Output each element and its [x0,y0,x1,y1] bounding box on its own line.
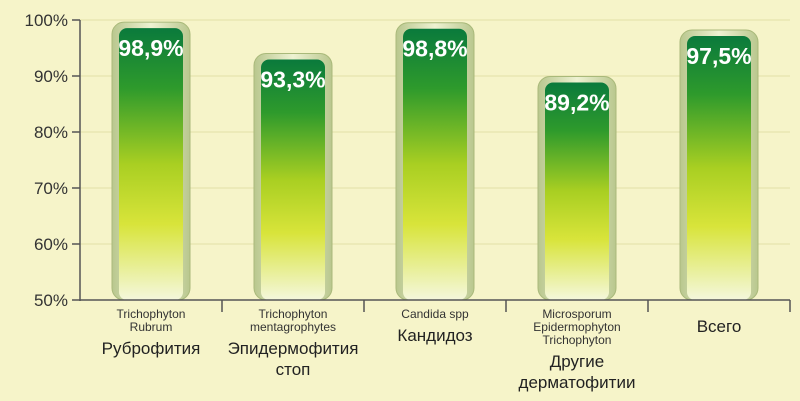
category-label: Всего [697,317,742,336]
bar [687,36,751,300]
axes [72,19,791,312]
bars [111,21,759,301]
category-latin-label: Trichophyton [543,333,612,347]
category-latin-label: Rubrum [130,320,173,334]
bar-value-label: 98,9% [118,35,183,61]
category-label: стоп [276,360,311,379]
y-tick-label: 70% [34,179,68,198]
category-label: дерматофитии [519,373,636,392]
y-tick-label: 80% [34,123,68,142]
category-latin-label: Epidermophyton [533,320,620,334]
bar-value-label: 89,2% [544,89,609,115]
bar [545,82,609,300]
y-tick-label: 50% [34,291,68,310]
category-latin-label: Candida spp [401,307,469,321]
category-latin-label: Trichophyton [117,307,186,321]
bar [261,59,325,300]
y-tick-label: 60% [34,235,68,254]
bar-value-label: 98,8% [402,36,467,62]
category-label: Руброфития [102,339,201,358]
category-label: Эпидермофития [228,339,359,358]
category-latin-label: Trichophyton [259,307,328,321]
bar [403,28,467,300]
category-latin-label: mentagrophytes [250,320,336,334]
y-tick-label: 90% [34,67,68,86]
category-label: Другие [550,352,604,371]
bar [119,28,183,300]
y-tick-label: 100% [25,11,68,30]
category-label: Кандидоз [397,326,472,345]
bar-value-label: 97,5% [686,43,751,69]
category-latin-label: Microsporum [542,307,611,321]
labels: 50%60%70%80%90%100%98,9%TrichophytonRubr… [25,11,752,392]
bar-value-label: 93,3% [260,67,325,93]
